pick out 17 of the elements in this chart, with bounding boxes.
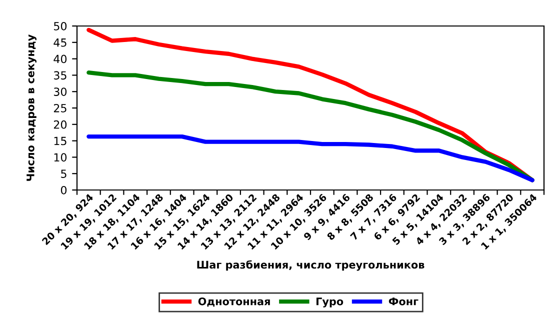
y-tick-label: 25 xyxy=(54,104,66,112)
y-tick-label: 40 xyxy=(54,54,67,64)
y-tick-label: 10 xyxy=(54,153,67,162)
y-tick-label: 15 xyxy=(54,136,66,146)
legend-label: Фонг xyxy=(388,298,418,306)
y-tick-label: 30 xyxy=(54,88,67,96)
x-axis-title: Шаг разбиения, число треугольников xyxy=(197,260,424,271)
y-tick-label: 35 xyxy=(54,71,66,80)
y-axis-title: Число кадров в секунду xyxy=(26,34,36,181)
y-tick-label: 20 xyxy=(54,120,67,129)
legend-label: Гуро xyxy=(316,298,344,308)
y-tick-label: 45 xyxy=(54,38,66,47)
y-tick-label: 5 xyxy=(61,170,66,178)
y-tick-label: 0 xyxy=(60,186,67,194)
legend-label: Однотонная xyxy=(198,297,270,307)
y-tick-label: 50 xyxy=(54,22,67,30)
line-series xyxy=(86,134,534,182)
